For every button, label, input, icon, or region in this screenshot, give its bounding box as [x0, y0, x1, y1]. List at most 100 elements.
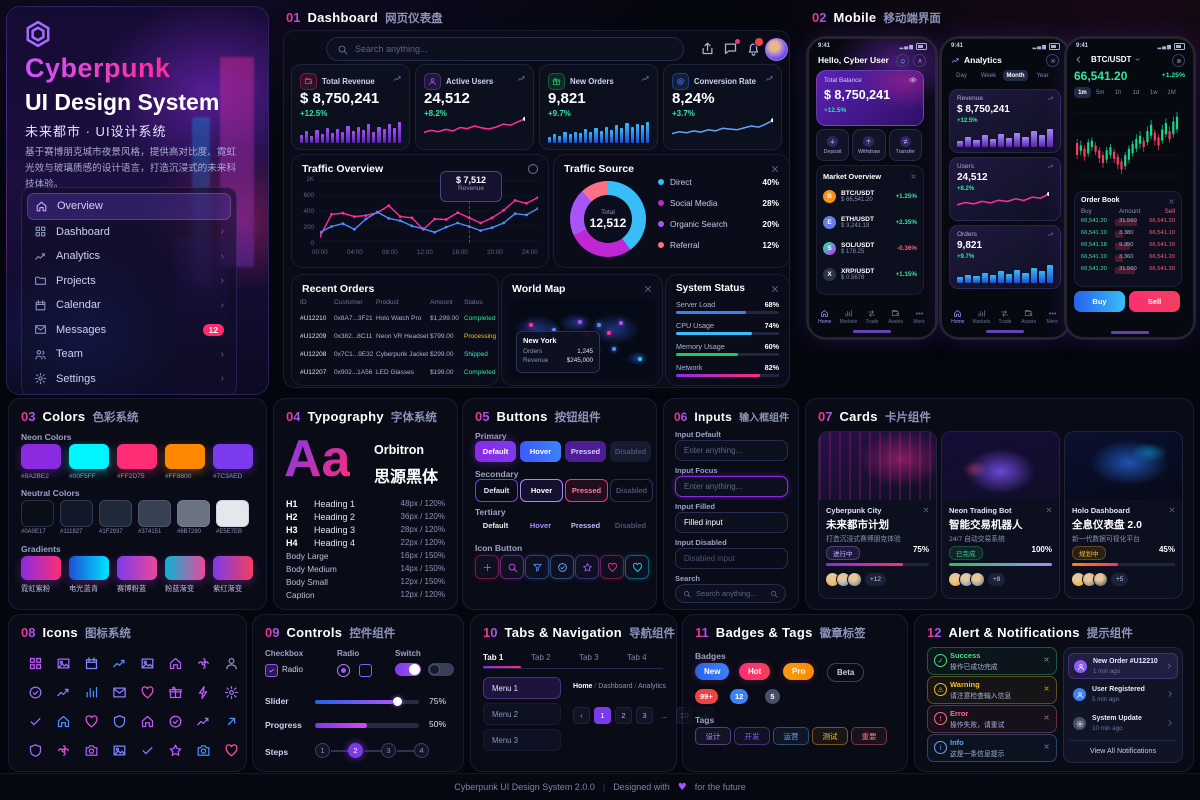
- user-avatar[interactable]: [765, 38, 788, 61]
- gradient-swatch[interactable]: [21, 556, 61, 580]
- step-1[interactable]: 1: [315, 743, 330, 758]
- home-icon-cell[interactable]: [53, 711, 73, 731]
- sidebar-item-analytics[interactable]: Analytics ›: [27, 244, 231, 269]
- menu-item-2[interactable]: Menu 2: [483, 703, 561, 725]
- checkbox-checked[interactable]: [265, 664, 278, 677]
- image-icon-cell[interactable]: [53, 653, 73, 673]
- map-point[interactable]: [619, 321, 623, 326]
- color-swatch[interactable]: [60, 500, 93, 527]
- tertiary-disabled-button[interactable]: Disabled: [614, 520, 647, 530]
- book-buy-price[interactable]: 66,541.18: [1081, 242, 1107, 248]
- settings-icon[interactable]: [1046, 54, 1059, 67]
- gradient-swatch[interactable]: [213, 556, 253, 580]
- tertiary-default-button[interactable]: Default: [482, 520, 509, 530]
- heart-icon-cell[interactable]: [137, 682, 157, 702]
- slider-track[interactable]: [315, 697, 419, 706]
- nav-trade[interactable]: Trade: [993, 309, 1017, 325]
- close-icon[interactable]: [770, 164, 780, 174]
- world-map[interactable]: New York Orders 1,245 Revenue $245,000: [508, 299, 656, 379]
- project-card-2[interactable]: Neon Trading Bot 智能交易机器人 24/7 自动交易系统 已完成 100…: [941, 431, 1060, 599]
- check-icon-cell[interactable]: [25, 711, 45, 731]
- stat-card-new-orders[interactable]: New Orders 9,821 +9.7%: [539, 64, 658, 150]
- tab-year[interactable]: Year: [1036, 72, 1049, 79]
- gradient-swatch[interactable]: [165, 556, 205, 580]
- balance-card[interactable]: Total Balance $ 8,750,241 +12.5%: [816, 70, 924, 126]
- coin-row-xrp-usdt[interactable]: X XRP/USDT $ 0.5678 +1.15%: [823, 262, 917, 286]
- nav-home[interactable]: Home: [946, 309, 970, 325]
- camera-icon-cell[interactable]: [81, 740, 101, 760]
- gradient-swatch[interactable]: [69, 556, 109, 580]
- table-cell[interactable]: #U12209: [300, 333, 327, 340]
- alert-close-icon[interactable]: [1043, 656, 1050, 663]
- flower-icon-cell[interactable]: [193, 653, 213, 673]
- sidebar-item-team[interactable]: Team ›: [27, 342, 231, 367]
- color-swatch[interactable]: [165, 444, 205, 469]
- book-sell-price[interactable]: 66,541.20: [1149, 218, 1175, 224]
- coin-row-btc-usdt[interactable]: B BTC/USDT $ 66,541.20 +1.25%: [823, 184, 917, 208]
- notifications-icon-wrap[interactable]: [746, 37, 764, 56]
- tag-2[interactable]: 开发: [734, 727, 770, 745]
- table-cell[interactable]: #U12207: [300, 369, 327, 376]
- primary-hover-button[interactable]: Hover: [520, 441, 561, 462]
- home-icon-cell[interactable]: [137, 711, 157, 731]
- map-point[interactable]: [607, 331, 612, 335]
- sidebar-item-dashboard[interactable]: Dashboard ›: [27, 220, 231, 245]
- back-icon[interactable]: [1074, 55, 1083, 64]
- table-cell[interactable]: #U12210: [300, 315, 327, 322]
- menu-item-1[interactable]: Menu 1: [483, 677, 561, 699]
- calendar-icon-cell[interactable]: [81, 653, 101, 673]
- shield-icon-cell[interactable]: [25, 740, 45, 760]
- switch-off[interactable]: [428, 663, 454, 676]
- color-swatch[interactable]: [216, 500, 249, 527]
- analytics-card-revenue[interactable]: Revenue $ 8,750,241 +12.5%: [949, 89, 1061, 153]
- nav-trade[interactable]: Trade: [860, 309, 884, 325]
- timeframe-1M[interactable]: 1M: [1167, 89, 1176, 96]
- close-icon[interactable]: [910, 173, 917, 180]
- color-swatch[interactable]: [21, 500, 54, 527]
- badge-icon-cell[interactable]: [25, 682, 45, 702]
- nav-home[interactable]: Home: [813, 309, 837, 325]
- action-deposit[interactable]: Deposit: [816, 129, 850, 161]
- tab-month[interactable]: Month: [1003, 70, 1028, 81]
- timeframe-5m[interactable]: 5m: [1096, 89, 1105, 96]
- book-buy-price[interactable]: 66,541.20: [1081, 266, 1107, 272]
- analytics-card-users[interactable]: Users 24,512 +8.2%: [949, 157, 1061, 221]
- nav-more[interactable]: More: [907, 309, 931, 325]
- user-icon-cell[interactable]: [221, 653, 241, 673]
- breadcrumb-item[interactable]: Dashboard: [598, 683, 633, 690]
- trend-icon-cell[interactable]: [109, 653, 129, 673]
- export-icon[interactable]: [700, 41, 715, 56]
- tertiary-pressed-button[interactable]: Pressed: [570, 520, 601, 530]
- map-point[interactable]: [577, 319, 582, 324]
- tag-5[interactable]: 重要: [851, 727, 887, 745]
- heart-icon-button[interactable]: [600, 555, 624, 579]
- view-all-notifications[interactable]: View All Notifications: [1089, 746, 1157, 755]
- coin-row-eth-usdt[interactable]: E ETH/USDT $ 3,241.18 +2.35%: [823, 210, 917, 234]
- trend-icon-cell[interactable]: [53, 682, 73, 702]
- map-point[interactable]: [552, 327, 557, 332]
- input-disabled[interactable]: [675, 548, 788, 569]
- stat-card-conversion-rate[interactable]: Conversion Rate 8,24% +3.7%: [663, 64, 782, 150]
- switch-on[interactable]: [395, 663, 421, 676]
- action-withdraw[interactable]: Withdraw: [852, 129, 886, 161]
- page-...[interactable]: ...: [661, 711, 668, 720]
- primary-default-button[interactable]: Default: [475, 441, 516, 462]
- book-sell-price[interactable]: 66,541.30: [1149, 266, 1175, 272]
- close-icon[interactable]: [1168, 506, 1176, 514]
- breadcrumb-item[interactable]: Analytics: [638, 683, 667, 690]
- chart-options-icon[interactable]: [528, 164, 538, 174]
- badge-new[interactable]: New: [695, 663, 730, 680]
- prev-page-button[interactable]: ‹: [573, 707, 590, 724]
- book-sell-price[interactable]: 66,541.20: [1149, 254, 1175, 260]
- gift-icon-cell[interactable]: [165, 682, 185, 702]
- gear-icon-cell[interactable]: [221, 682, 241, 702]
- gradient-swatch[interactable]: [117, 556, 157, 580]
- image-icon-cell[interactable]: [109, 740, 129, 760]
- tab-4[interactable]: Tab 4: [627, 653, 647, 662]
- heart-icon-cell[interactable]: [221, 740, 241, 760]
- eye-icon[interactable]: [909, 76, 917, 84]
- home-icon-cell[interactable]: [165, 653, 185, 673]
- badge-icon-cell[interactable]: [165, 711, 185, 731]
- star-icon-button[interactable]: [575, 555, 599, 579]
- close-icon[interactable]: [1045, 506, 1053, 514]
